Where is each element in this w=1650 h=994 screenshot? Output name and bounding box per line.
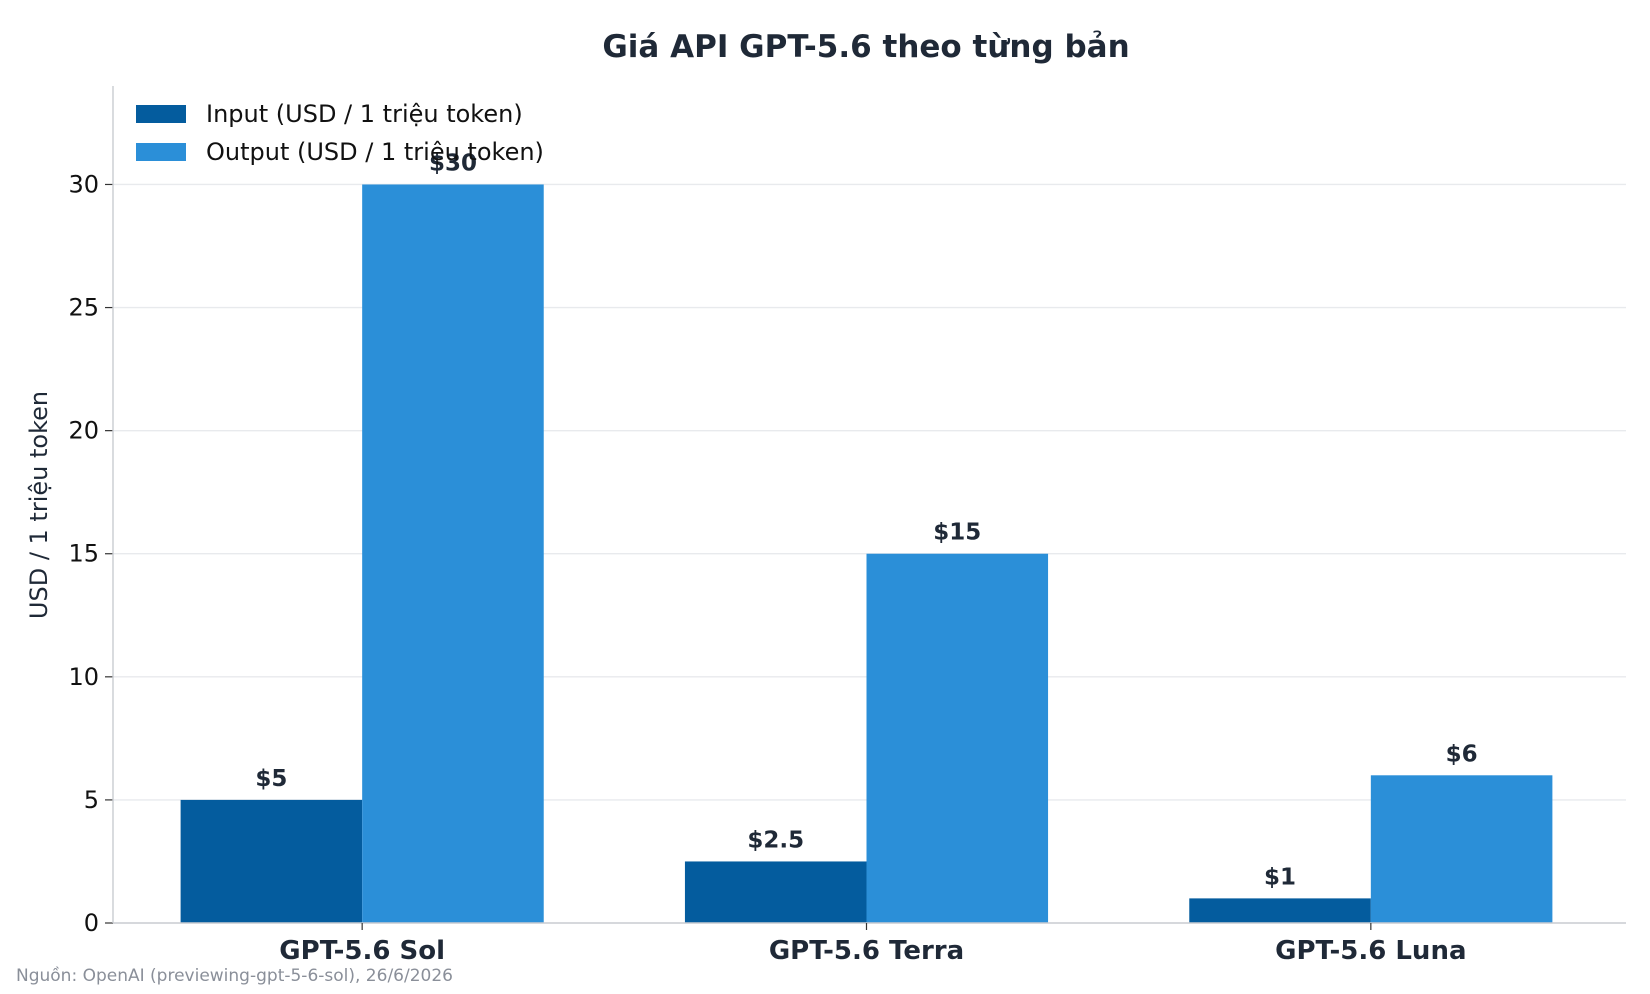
output-bar-0	[362, 184, 544, 923]
bars	[180, 184, 1553, 923]
y-tick-label: 25	[68, 294, 99, 322]
y-tick-label: 0	[84, 909, 99, 937]
x-tick-label: GPT-5.6 Terra	[769, 936, 964, 966]
input-value-label-1: $2.5	[747, 827, 804, 853]
y-tick-label: 5	[84, 786, 99, 814]
y-tick-label: 15	[68, 540, 99, 568]
chart-title: Giá API GPT-5.6 theo từng bản	[602, 29, 1129, 65]
output-bar-1	[866, 553, 1049, 923]
legend-label-1: Output (USD / 1 triệu token)	[206, 138, 544, 166]
legend-swatch-1	[136, 143, 186, 161]
source-note: Nguồn: OpenAI (previewing-gpt-5-6-sol), …	[16, 965, 453, 986]
x-tick-label: GPT-5.6 Luna	[1275, 936, 1466, 966]
input-bar-0	[180, 799, 363, 923]
output-bar-2	[1370, 775, 1553, 923]
y-tick-label: 30	[68, 170, 99, 198]
y-axis-label: USD / 1 triệu token	[25, 391, 53, 619]
y-tick-label: 10	[68, 663, 99, 691]
input-value-label-2: $1	[1264, 864, 1296, 890]
legend: Input (USD / 1 triệu token) Output (USD /…	[136, 100, 544, 166]
output-value-label-0: $30	[429, 150, 477, 176]
legend-label-0: Input (USD / 1 triệu token)	[206, 100, 523, 128]
data-labels: $5 $30 $2.5 $15 $1 $6	[255, 150, 1477, 890]
output-value-label-1: $15	[933, 520, 981, 546]
input-bar-1	[684, 861, 867, 923]
axes: 0 5 10 15 20 25 30 GPT-5.6 Sol GPT-5.6 Terra GPT-…	[68, 86, 1626, 966]
y-tick-label: 20	[68, 417, 99, 445]
x-tick-label: GPT-5.6 Sol	[279, 936, 445, 966]
output-value-label-2: $6	[1446, 741, 1478, 767]
input-value-label-0: $5	[255, 766, 287, 792]
input-bar-2	[1189, 898, 1371, 923]
legend-swatch-0	[136, 105, 186, 123]
